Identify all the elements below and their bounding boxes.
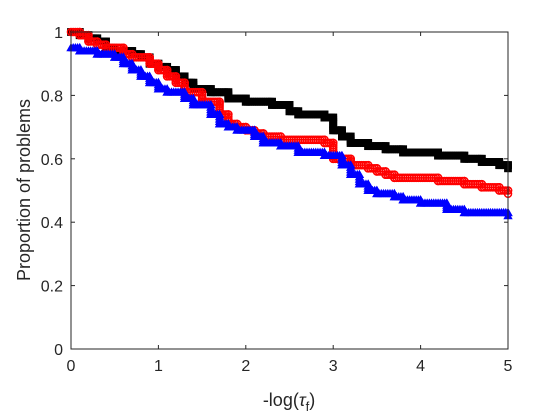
x-tick-label: 3 — [329, 358, 338, 375]
y-axis-title: Proportion of problems — [14, 99, 34, 281]
x-tick-label: 2 — [241, 358, 250, 375]
x-axis-title-prefix: -log( — [263, 390, 299, 410]
axes-box — [70, 31, 509, 350]
x-axis-title: -log(τf) — [263, 390, 315, 414]
x-axis-title-subscript: f — [306, 399, 310, 414]
y-tick-label: 0 — [54, 342, 63, 359]
tick-layer: 0 1 2 3 4 5 0 0.2 0.4 0.6 0.8 1 — [41, 25, 513, 375]
blue-triangle-series — [66, 43, 513, 220]
y-tick-label: 0.8 — [41, 88, 63, 105]
x-axis-title-suffix: ) — [309, 390, 315, 410]
plot-area — [71, 32, 508, 349]
y-tick-label: 0.6 — [41, 152, 63, 169]
y-tick-label: 0.4 — [41, 215, 63, 232]
x-tick-label: 1 — [154, 358, 163, 375]
y-tick-label: 0.2 — [41, 279, 63, 296]
y-tick-label: 1 — [54, 25, 63, 42]
x-tick-label: 4 — [416, 358, 425, 375]
x-tick-label: 0 — [67, 358, 76, 375]
x-tick-label: 5 — [504, 358, 513, 375]
x-axis-title-symbol: τ — [299, 390, 307, 410]
